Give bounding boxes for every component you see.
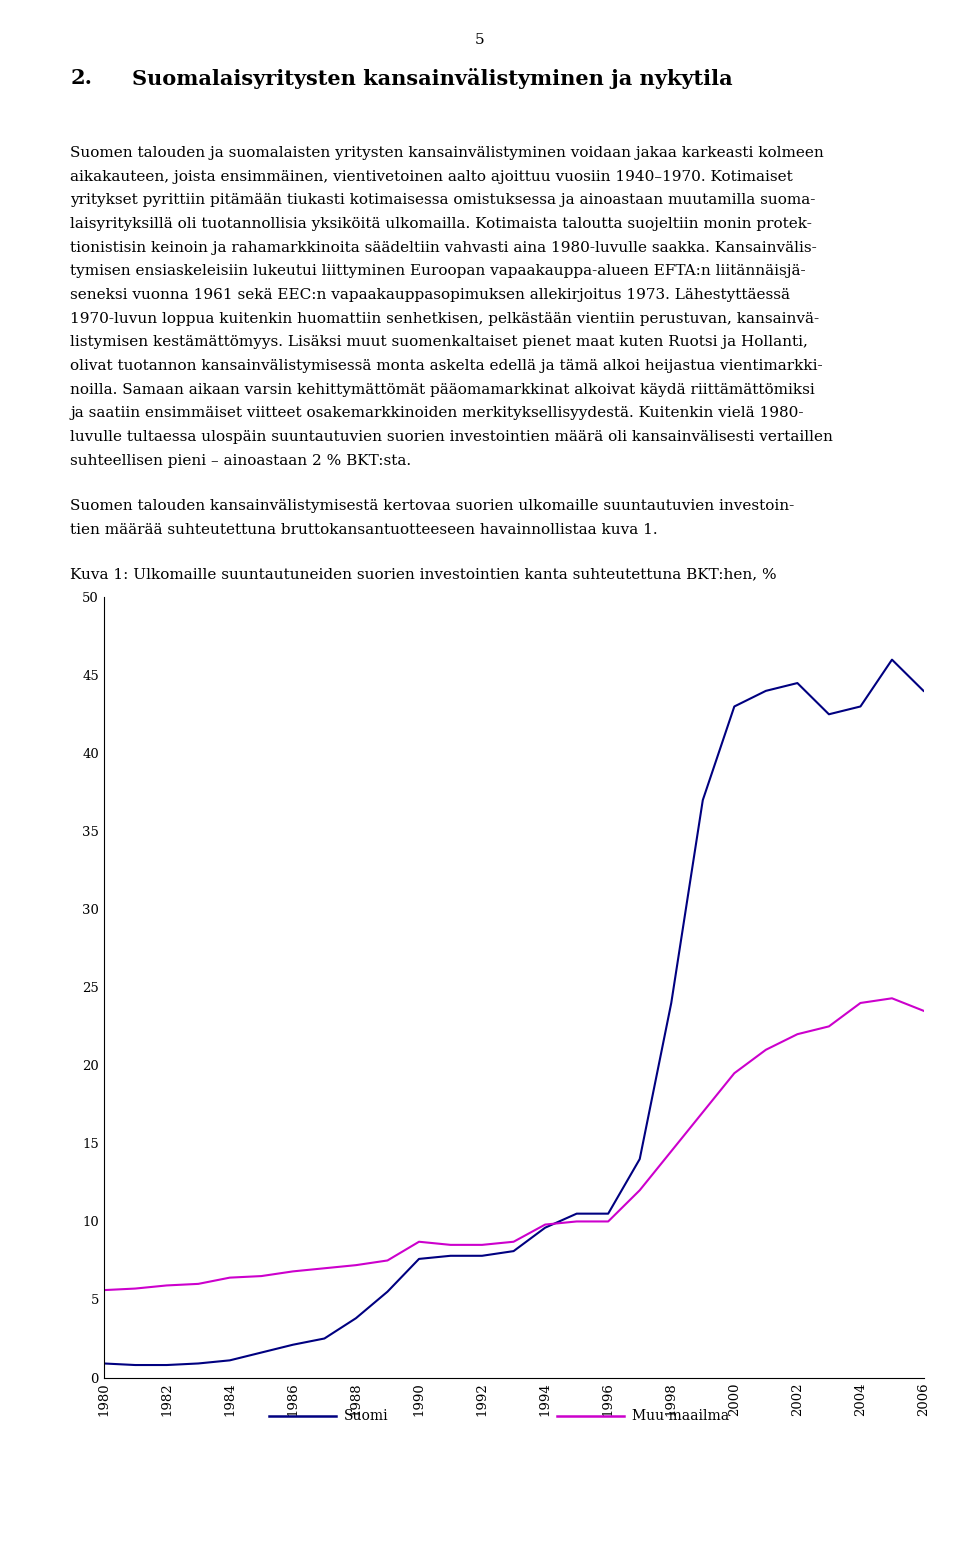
Text: luvulle tultaessa ulospäin suuntautuvien suorien investointien määrä oli kansain: luvulle tultaessa ulospäin suuntautuvien… [70,430,833,444]
Text: yritykset pyrittiin pitämään tiukasti kotimaisessa omistuksessa ja ainoastaan mu: yritykset pyrittiin pitämään tiukasti ko… [70,193,815,208]
Text: 5: 5 [475,33,485,47]
Text: olivat tuotannon kansainvälistymisessä monta askelta edellä ja tämä alkoi heijas: olivat tuotannon kansainvälistymisessä m… [70,359,823,373]
Text: suhteellisen pieni – ainoastaan 2 % BKT:sta.: suhteellisen pieni – ainoastaan 2 % BKT:… [70,453,411,467]
Text: Suomalaisyritysten kansainvälistyminen ja nykytila: Suomalaisyritysten kansainvälistyminen j… [132,68,733,89]
Text: seneksi vuonna 1961 sekä EEC:n vapaakauppasopimuksen allekirjoitus 1973. Lähesty: seneksi vuonna 1961 sekä EEC:n vapaakaup… [70,287,790,303]
Text: Kuva 1: Ulkomaille suuntautuneiden suorien investointien kanta suhteutettuna BKT: Kuva 1: Ulkomaille suuntautuneiden suori… [70,567,777,581]
Text: 1970-luvun loppua kuitenkin huomattiin senhetkisen, pelkästään vientiin perustuv: 1970-luvun loppua kuitenkin huomattiin s… [70,312,819,326]
Text: laisyrityksillä oli tuotannollisia yksiköitä ulkomailla. Kotimaista taloutta suo: laisyrityksillä oli tuotannollisia yksik… [70,217,812,231]
Text: Suomen talouden ja suomalaisten yritysten kansainvälistyminen voidaan jakaa kark: Suomen talouden ja suomalaisten yrityste… [70,146,824,160]
Text: tionistisin keinoin ja rahamarkkinoita säädeltiin vahvasti aina 1980-luvulle saa: tionistisin keinoin ja rahamarkkinoita s… [70,241,817,255]
Text: Suomi: Suomi [344,1409,388,1424]
Text: aikakauteen, joista ensimmäinen, vientivetoinen aalto ajoittuu vuosiin 1940–1970: aikakauteen, joista ensimmäinen, vientiv… [70,169,793,183]
Text: tymisen ensiaskeleisiin lukeutui liittyminen Euroopan vapaakauppa-alueen EFTA:n : tymisen ensiaskeleisiin lukeutui liittym… [70,264,805,278]
Text: noilla. Samaan aikaan varsin kehittymättömät pääomamarkkinat alkoivat käydä riit: noilla. Samaan aikaan varsin kehittymätt… [70,382,815,396]
Text: Muu maailma: Muu maailma [632,1409,729,1424]
Text: tien määrää suhteutettuna bruttokansantuotteeseen havainnollistaa kuva 1.: tien määrää suhteutettuna bruttokansantu… [70,522,658,536]
Text: listymisen kestämättömyys. Lisäksi muut suomenkaltaiset pienet maat kuten Ruotsi: listymisen kestämättömyys. Lisäksi muut … [70,335,808,349]
Text: Suomen talouden kansainvälistymisestä kertovaa suorien ulkomaille suuntautuvien : Suomen talouden kansainvälistymisestä ke… [70,499,794,512]
Text: 2.: 2. [70,68,92,89]
Text: ja saatiin ensimmäiset viitteet osakemarkkinoiden merkityksellisyydestä. Kuitenk: ja saatiin ensimmäiset viitteet osakemar… [70,407,804,421]
